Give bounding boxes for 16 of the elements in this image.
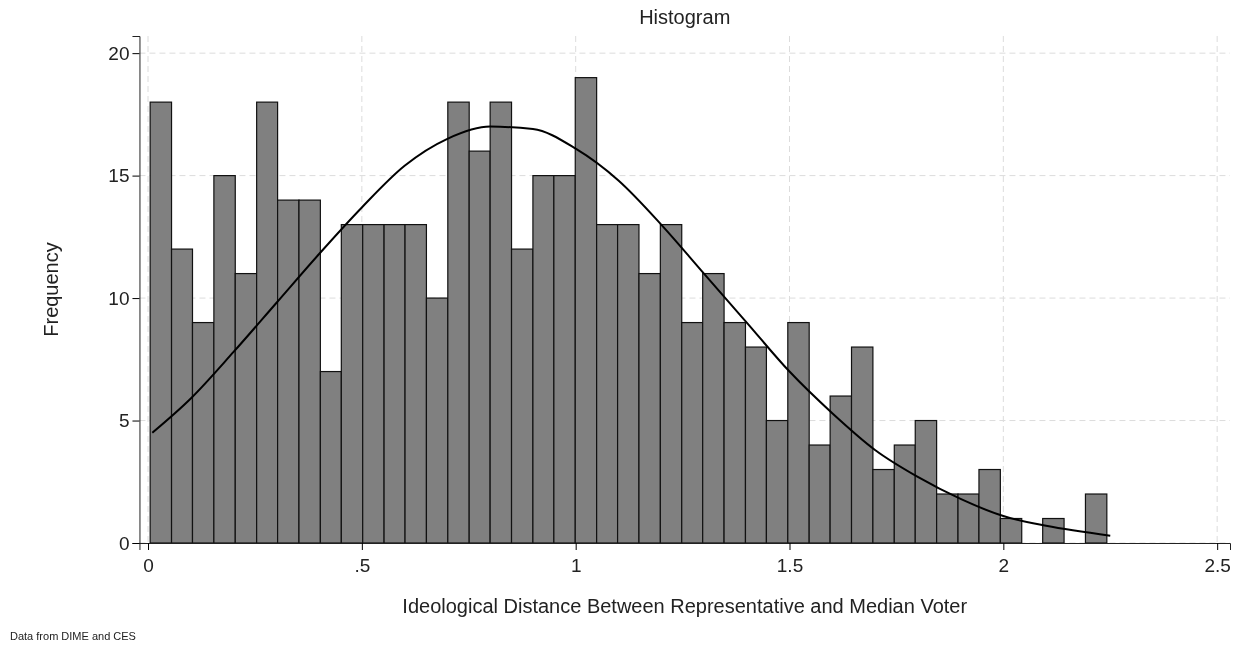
chart-title: Histogram [639, 6, 731, 28]
x-tick-label: 2 [998, 555, 1010, 576]
y-tick-label: 5 [118, 410, 130, 432]
y-tick-label: 0 [118, 532, 130, 554]
x-tick-label: .5 [354, 555, 371, 576]
x-tick-label: 2.5 [1204, 555, 1231, 576]
x-tick-label: 1 [570, 555, 582, 576]
y-tick-label: 20 [108, 42, 130, 64]
y-tick-label: 15 [108, 165, 130, 187]
x-axis-title: Ideological Distance Between Representative and Median Voter [402, 595, 968, 617]
line-series [151, 125, 1112, 537]
y-tick-label: 10 [108, 287, 130, 309]
text: Data from DIME and CES [10, 630, 136, 642]
y-axis-title: Frequency [40, 242, 62, 337]
x-tick-label: 0 [143, 555, 154, 576]
x-tick-label: 1.5 [776, 555, 804, 576]
